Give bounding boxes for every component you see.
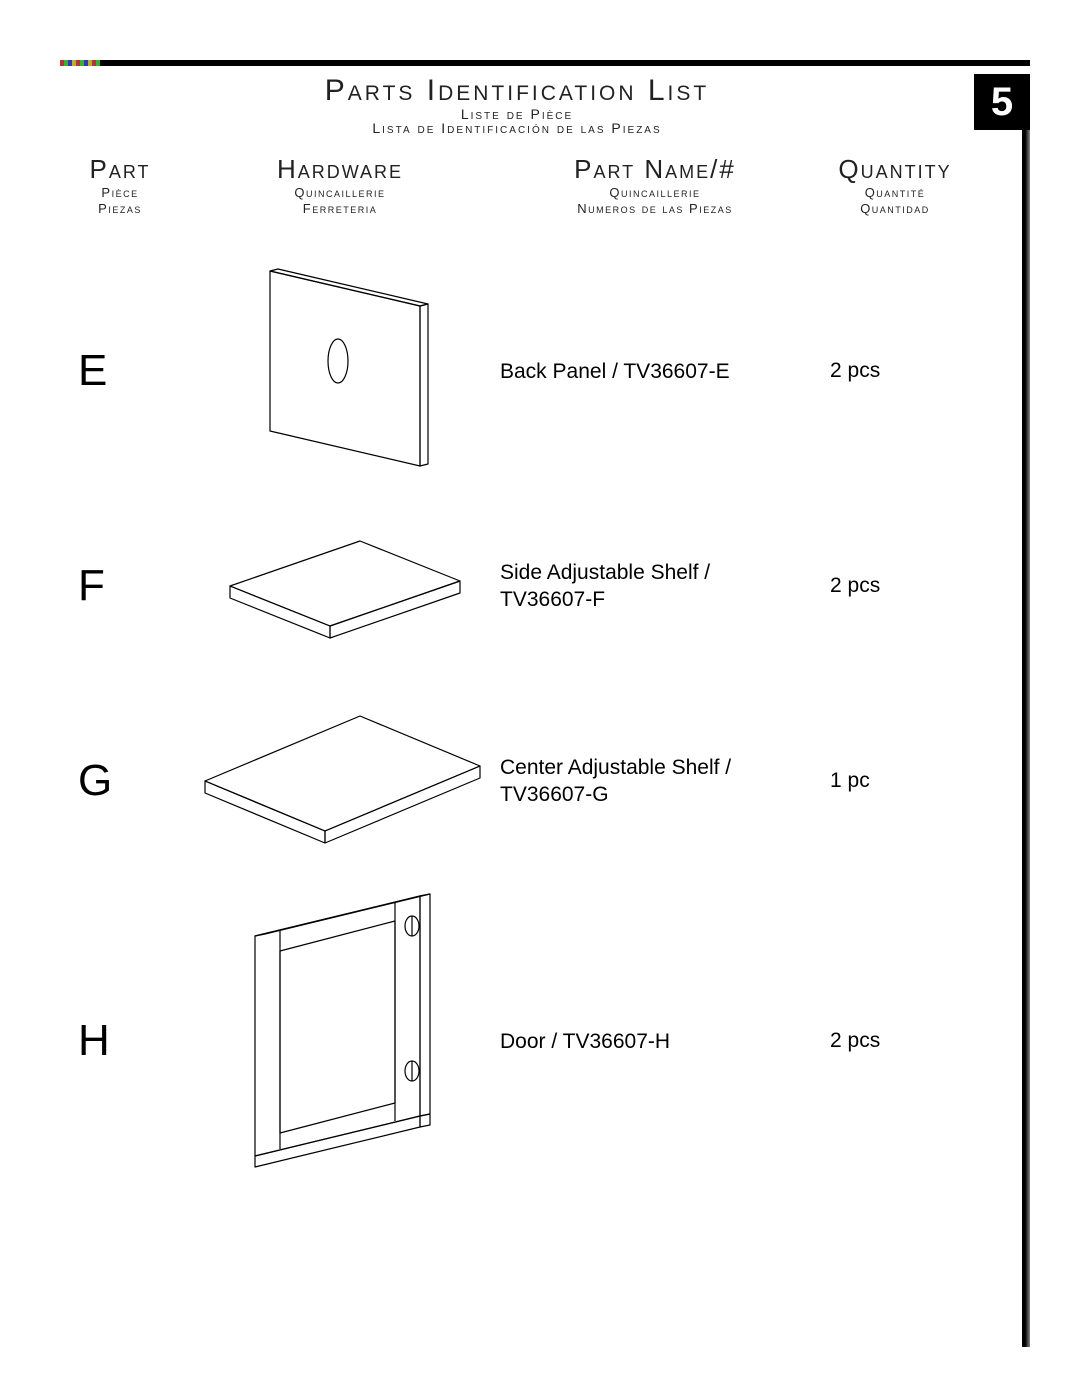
col-header-hardware-en: Hardware (180, 154, 500, 185)
page-title-es: Lista de Identificación de las Piezas (60, 120, 974, 136)
part-row: E Back Panel / TV36607-E 2 pcs (60, 246, 1010, 496)
side-rule (1022, 130, 1030, 1347)
col-header-hardware: Hardware Quincaillerie Ferreteria (180, 154, 500, 216)
part-diagram-center-shelf (180, 701, 500, 861)
part-letter: G (60, 756, 180, 806)
col-header-hardware-fr: Quincaillerie (180, 185, 500, 201)
part-diagram-back-panel (180, 261, 500, 481)
col-header-hardware-es: Ferreteria (180, 201, 500, 217)
title-block: Parts Identification List Liste de Pièce… (60, 74, 974, 136)
col-header-part-fr: Pièce (60, 185, 180, 201)
part-qty: 1 pc (810, 769, 980, 793)
part-name: Center Adjustable Shelf / TV36607-G (500, 754, 810, 809)
col-header-qty-es: Quantidad (810, 201, 980, 217)
part-name: Side Adjustable Shelf / TV36607-F (500, 559, 810, 614)
part-letter: F (60, 561, 180, 611)
part-qty: 2 pcs (810, 1029, 980, 1053)
col-header-qty-fr: Quantité (810, 185, 980, 201)
part-letter: E (60, 346, 180, 396)
col-header-part: Part Pièce Piezas (60, 154, 180, 216)
column-headers: Part Pièce Piezas Hardware Quincaillerie… (60, 154, 1030, 216)
col-header-part-es: Piezas (60, 201, 180, 217)
part-diagram-door (180, 891, 500, 1191)
part-diagram-side-shelf (180, 526, 500, 646)
page-number-badge: 5 (974, 74, 1030, 130)
header-row: Parts Identification List Liste de Pièce… (60, 74, 1030, 136)
top-rule (60, 60, 1030, 66)
part-row: H (60, 886, 1010, 1196)
part-letter: H (60, 1016, 180, 1066)
part-name: Door / TV36607-H (500, 1028, 810, 1055)
part-qty: 2 pcs (810, 574, 980, 598)
part-name: Back Panel / TV36607-E (500, 358, 810, 385)
part-row: G Center Adjustable Shelf / TV36607-G 1 … (60, 676, 1010, 886)
col-header-name-en: Part Name/# (500, 154, 810, 185)
part-qty: 2 pcs (810, 359, 980, 383)
part-row: F Side Adjustable Shelf / TV36607-F 2 pc… (60, 496, 1010, 676)
col-header-qty: Quantity Quantité Quantidad (810, 154, 980, 216)
col-header-part-en: Part (60, 154, 180, 185)
col-header-name-fr: Quincaillerie (500, 185, 810, 201)
col-header-qty-en: Quantity (810, 154, 980, 185)
page-title: Parts Identification List (60, 74, 974, 108)
col-header-name-es: Numeros de las Piezas (500, 201, 810, 217)
parts-list: E Back Panel / TV36607-E 2 pcs F (60, 246, 1030, 1196)
col-header-name: Part Name/# Quincaillerie Numeros de las… (500, 154, 810, 216)
